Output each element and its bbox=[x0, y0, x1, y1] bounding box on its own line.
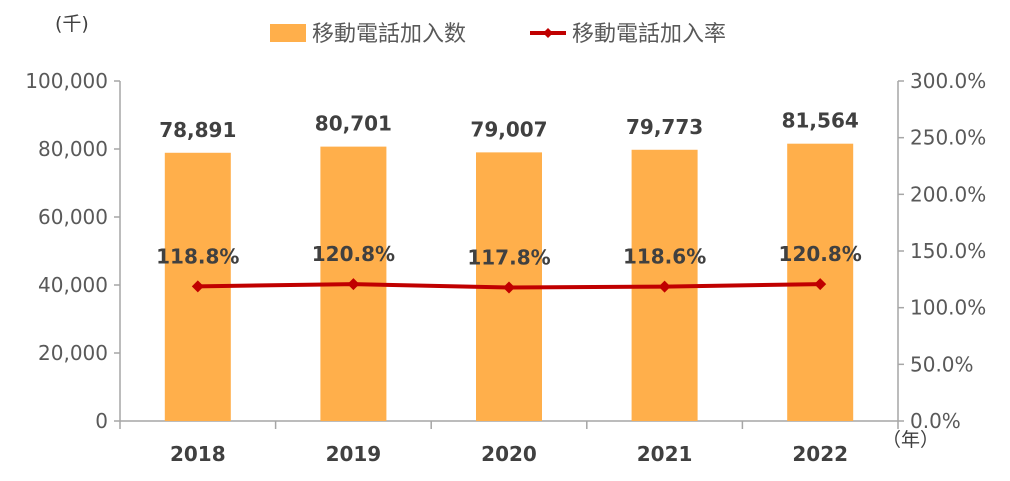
left-axis-tick-label: 60,000 bbox=[38, 205, 108, 229]
bar-data-label: 78,891 bbox=[159, 118, 236, 142]
legend-line-label: 移動電話加入率 bbox=[572, 22, 726, 47]
left-axis-tick-label: 20,000 bbox=[38, 341, 108, 365]
right-axis-tick-label: 150.0% bbox=[910, 239, 986, 263]
line-data-label: 117.8% bbox=[467, 245, 550, 269]
x-axis-tick-label: 2018 bbox=[170, 442, 226, 466]
line-point bbox=[191, 280, 204, 293]
line-series bbox=[191, 278, 827, 294]
legend-bar-label: 移動電話加入数 bbox=[312, 22, 466, 47]
right-axis: 0.0% 50.0% 100.0% 150.0% 200.0% 250.0% 300.0% bbox=[897, 69, 986, 433]
line-data-labels: 118.8% 120.8% 117.8% 118.6% 120.8% bbox=[156, 242, 862, 269]
x-axis-tick-label: 2021 bbox=[637, 442, 693, 466]
right-axis-tick-label: 0.0% bbox=[910, 409, 961, 433]
x-axis-tick-label: 2020 bbox=[481, 442, 537, 466]
legend: 移動電話加入数 移動電話加入率 bbox=[270, 22, 726, 47]
line-data-label: 120.8% bbox=[312, 242, 395, 266]
bar-data-label: 79,007 bbox=[470, 117, 547, 141]
left-axis-tick-label: 100,000 bbox=[25, 69, 108, 93]
bar-data-label: 80,701 bbox=[315, 112, 392, 136]
left-axis-tick-label: 0 bbox=[95, 409, 108, 433]
right-axis-tick-label: 200.0% bbox=[910, 182, 986, 206]
line-point bbox=[814, 278, 827, 291]
line-point bbox=[503, 281, 515, 294]
left-axis: 0 20,000 40,000 60,000 80,000 100,000 bbox=[25, 69, 121, 433]
line-point bbox=[347, 278, 360, 291]
x-axis: 2018 2019 2020 2021 2022 bbox=[119, 420, 899, 466]
left-axis-tick-label: 40,000 bbox=[38, 273, 108, 297]
x-axis-unit: （年） bbox=[882, 429, 939, 451]
right-axis-tick-label: 250.0% bbox=[910, 126, 986, 150]
legend-line-marker bbox=[543, 28, 553, 38]
left-axis-tick-label: 80,000 bbox=[38, 137, 108, 161]
right-axis-tick-label: 100.0% bbox=[910, 296, 986, 320]
line-point bbox=[658, 280, 671, 293]
legend-bar-swatch bbox=[270, 24, 306, 42]
bar-data-label: 81,564 bbox=[782, 109, 859, 133]
bar-data-label: 79,773 bbox=[626, 115, 703, 139]
left-axis-unit: (千) bbox=[55, 13, 89, 35]
line-data-label: 118.6% bbox=[623, 245, 706, 269]
x-axis-tick-label: 2019 bbox=[326, 442, 382, 466]
line-data-label: 120.8% bbox=[779, 242, 862, 266]
bar-data-labels: 78,891 80,701 79,007 79,773 81,564 bbox=[159, 109, 859, 142]
right-axis-tick-label: 50.0% bbox=[910, 352, 974, 376]
x-axis-tick-label: 2022 bbox=[792, 442, 848, 466]
right-axis-tick-label: 300.0% bbox=[910, 69, 986, 93]
line-data-label: 118.8% bbox=[156, 244, 239, 268]
